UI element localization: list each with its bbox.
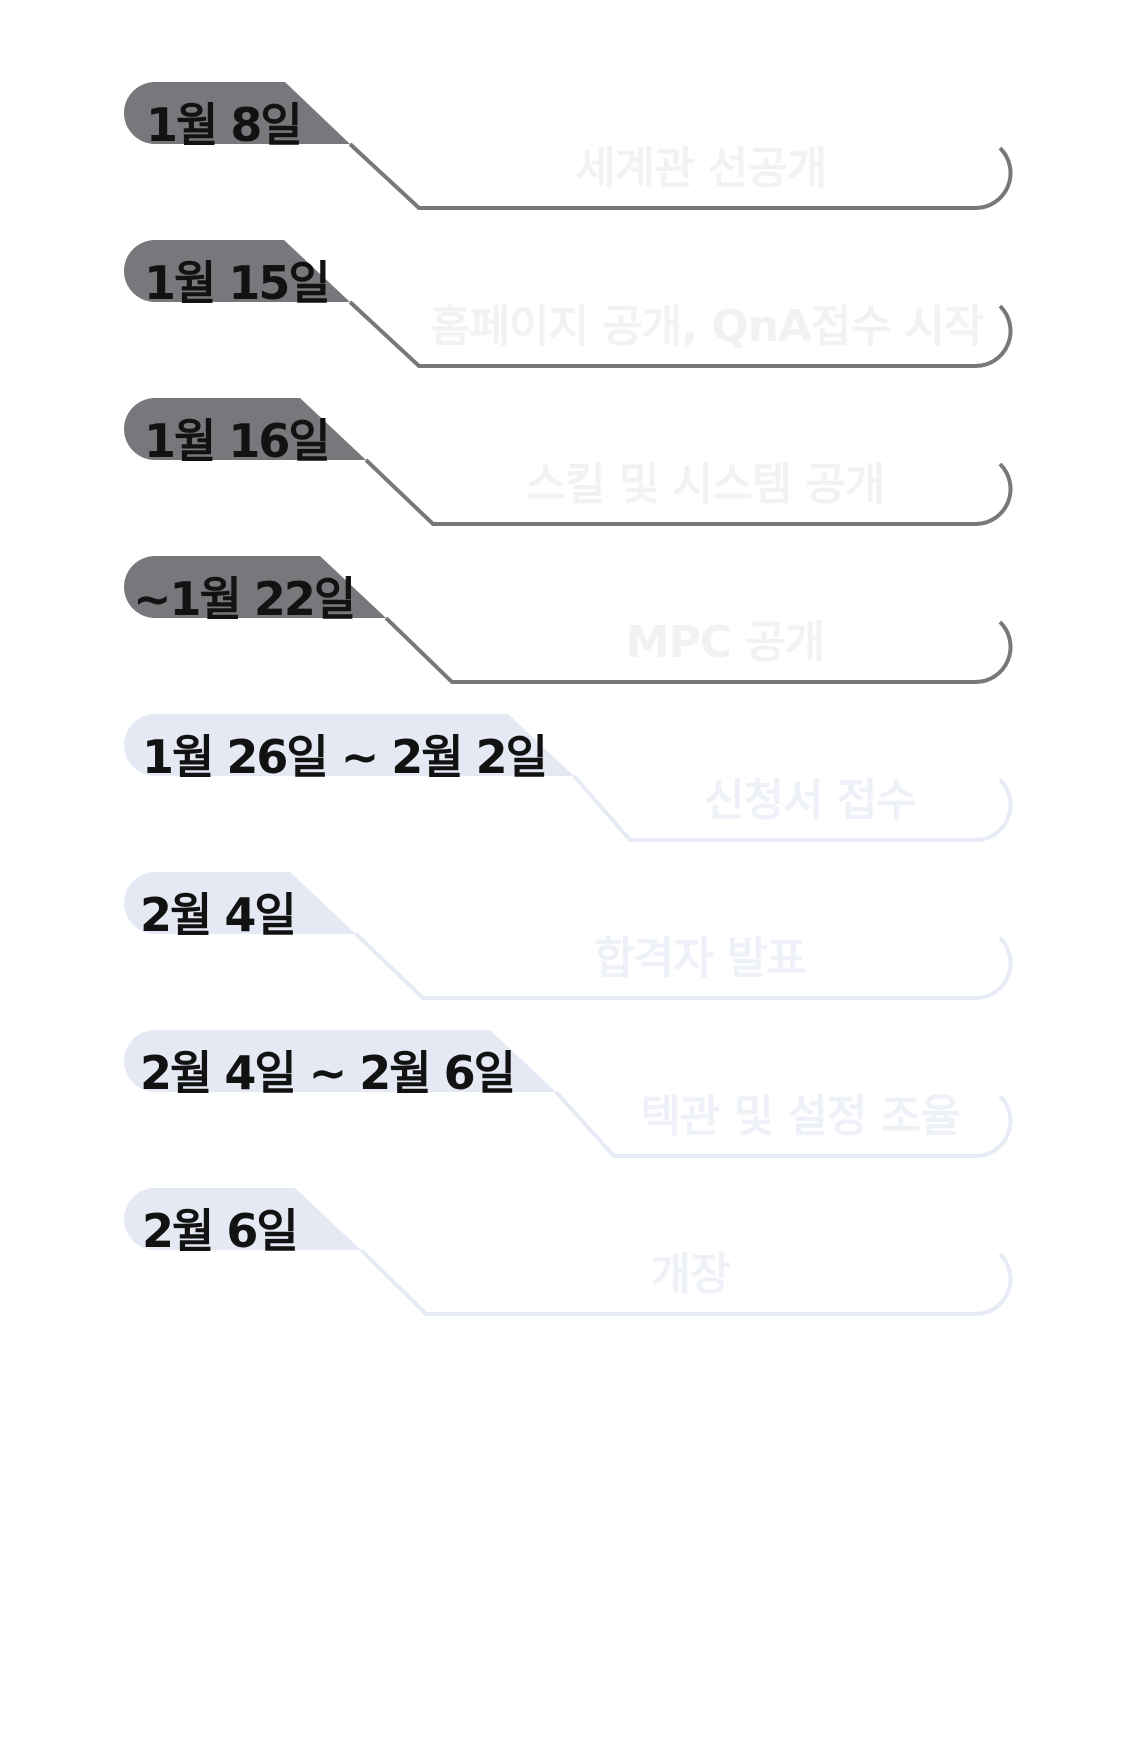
schedule-item: 1월 8일 세계관 선공개 xyxy=(0,80,1121,230)
date-tab xyxy=(124,240,350,302)
date-tab xyxy=(124,1030,556,1092)
date-tab-frame xyxy=(124,1188,1013,1317)
date-label: 1월 26일 ~ 2월 2일 xyxy=(142,730,548,784)
event-label: 합격자 발표 xyxy=(594,933,807,984)
connector-line xyxy=(354,932,1013,1001)
event-label: 텍관 및 설정 조율 xyxy=(640,1091,960,1142)
connector-line xyxy=(364,458,1013,527)
date-tab-frame xyxy=(124,240,1013,369)
event-label: MPC 공개 xyxy=(625,617,826,668)
connector-line xyxy=(348,300,1013,369)
schedule-item: 2월 4일 합격자 발표 xyxy=(0,870,1121,1020)
date-label: 2월 4일 xyxy=(140,888,297,942)
date-label: 1월 16일 xyxy=(144,414,331,468)
schedule-item: 1월 26일 ~ 2월 2일 신청서 접수 xyxy=(0,712,1121,862)
event-label: 스킬 및 시스템 공개 xyxy=(525,459,886,510)
date-tab-frame xyxy=(124,714,1013,843)
date-label: 1월 8일 xyxy=(146,98,303,152)
date-tab xyxy=(124,556,386,618)
connector-line xyxy=(384,616,1013,685)
date-tab xyxy=(124,872,356,934)
date-label: 1월 15일 xyxy=(144,256,331,310)
schedule-item: 1월 16일 스킬 및 시스템 공개 xyxy=(0,396,1121,546)
connector-line xyxy=(572,774,1013,843)
date-tab-frame xyxy=(124,1030,1013,1159)
date-tab-frame xyxy=(124,398,1013,527)
date-tab xyxy=(124,82,350,144)
connector-line xyxy=(359,1248,1013,1317)
event-label: 홈페이지 공개, QnA접수 시작 xyxy=(430,301,984,352)
date-tab xyxy=(124,714,574,776)
date-tab-frame xyxy=(124,872,1013,1001)
date-label: 2월 4일 ~ 2월 6일 xyxy=(140,1046,516,1100)
date-tab xyxy=(124,1188,361,1250)
date-label: 2월 6일 xyxy=(142,1204,299,1258)
connector-line xyxy=(554,1090,1013,1159)
date-tab xyxy=(124,398,366,460)
date-tab-frame xyxy=(124,556,1013,685)
schedule-item: 1월 15일 홈페이지 공개, QnA접수 시작 xyxy=(0,238,1121,388)
schedule-item: 2월 6일 개장 xyxy=(0,1186,1121,1336)
event-label: 신청서 접수 xyxy=(704,775,917,826)
date-tab-frame xyxy=(124,82,1013,211)
connector-line xyxy=(348,142,1013,211)
event-label: 개장 xyxy=(650,1249,731,1300)
schedule-item: ~1월 22일 MPC 공개 xyxy=(0,554,1121,704)
schedule-item: 2월 4일 ~ 2월 6일 텍관 및 설정 조율 xyxy=(0,1028,1121,1178)
event-label: 세계관 선공개 xyxy=(575,143,827,194)
date-label: ~1월 22일 xyxy=(133,572,356,626)
